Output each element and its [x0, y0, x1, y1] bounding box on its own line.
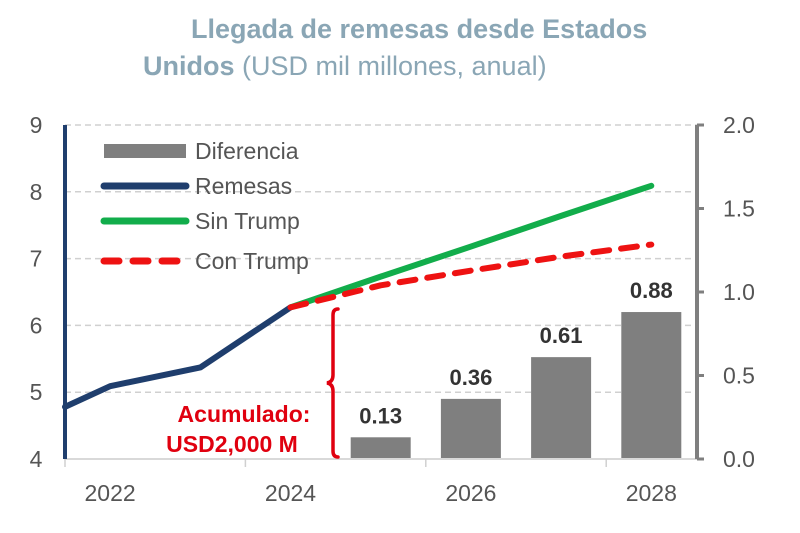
left-tick-label: 5 — [30, 379, 43, 405]
right-tick-label: 1.0 — [723, 279, 755, 305]
chart-title-line1: Llegada de remesas desde Estados — [191, 14, 648, 44]
annotation-label-line1: Acumulado: — [178, 401, 311, 427]
gridlines — [65, 124, 697, 393]
legend-label: Sin Trump — [195, 208, 300, 234]
bars — [350, 312, 682, 459]
x-tick-label: 2026 — [445, 480, 496, 506]
left-tick-label: 8 — [30, 179, 43, 205]
right-tick-label: 0.0 — [723, 446, 755, 472]
line-con-trump — [287, 241, 655, 311]
right-tick-label: 2.0 — [723, 112, 755, 138]
bar-value-label: 0.36 — [449, 365, 492, 390]
annotation-label-line2: USD2,000 M — [166, 431, 298, 457]
left-tick-label: 6 — [30, 312, 43, 338]
x-tick-label: 2024 — [265, 480, 316, 506]
bar-value-label: 0.61 — [540, 323, 583, 348]
bar-diferencia — [531, 357, 592, 459]
legend-label: Con Trump — [195, 248, 309, 274]
line-sin-trump — [287, 182, 655, 311]
right-tick-label: 0.5 — [723, 363, 755, 389]
right-axis-ticks: 2.0 1.5 1.0 0.5 0.0 — [697, 112, 755, 472]
bar-labels: 0.13 0.36 0.61 0.88 — [359, 278, 672, 428]
x-tick-label: 2022 — [85, 480, 136, 506]
bar-diferencia — [621, 312, 682, 459]
bar-diferencia — [350, 437, 411, 459]
left-tick-label: 4 — [30, 446, 43, 472]
legend-label: Diferencia — [195, 138, 299, 164]
left-axis-ticks: 9 8 7 6 5 4 — [30, 112, 43, 472]
chart-title-line2: Unidos (USD mil millones, anual) — [143, 51, 547, 82]
x-tick-label: 2028 — [626, 480, 677, 506]
lines — [62, 182, 655, 410]
chart-title-units: (USD mil millones, anual) — [234, 51, 547, 81]
left-tick-label: 9 — [30, 112, 43, 138]
legend-label: Remesas — [195, 173, 292, 199]
bar-value-label: 0.88 — [630, 278, 673, 303]
chart-title-bold: Unidos — [143, 51, 235, 81]
legend: Diferencia Remesas Sin Trump Con Trump — [100, 138, 309, 274]
right-tick-label: 1.5 — [723, 196, 755, 222]
annotation: Acumulado: USD2,000 M — [166, 307, 340, 459]
left-tick-label: 7 — [30, 246, 43, 272]
x-axis-ticks: 2022 2024 2026 2028 — [64, 459, 677, 506]
line-remesas — [62, 304, 294, 410]
bar-diferencia — [440, 398, 501, 459]
brace-icon — [326, 307, 340, 459]
legend-swatch-diferencia — [104, 144, 186, 158]
bar-value-label: 0.13 — [359, 403, 402, 428]
